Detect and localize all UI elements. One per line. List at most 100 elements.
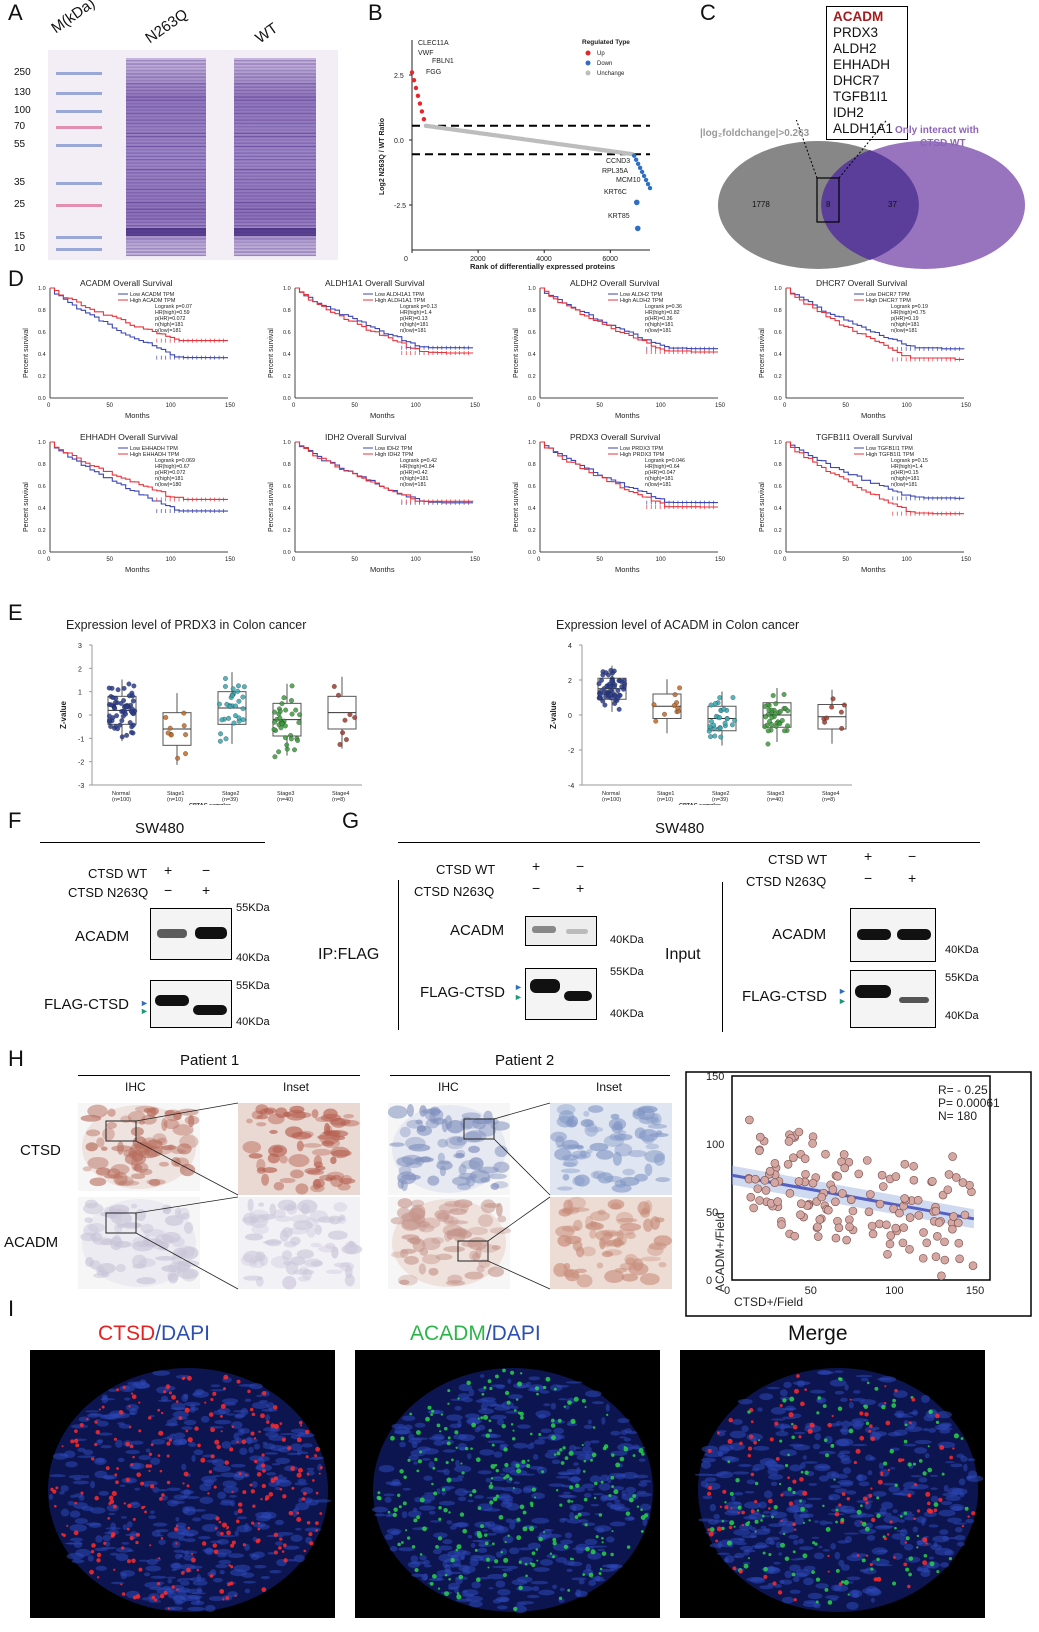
if-dapi bbox=[402, 1415, 416, 1421]
if-signal bbox=[719, 1505, 723, 1509]
if-dapi bbox=[199, 1496, 214, 1504]
ihc-texture bbox=[158, 1161, 170, 1167]
if-dapi bbox=[826, 1471, 840, 1480]
if-signal bbox=[741, 1510, 745, 1515]
expression-point bbox=[785, 708, 791, 714]
if-signal bbox=[536, 1392, 539, 1396]
ihc-texture bbox=[398, 1279, 410, 1285]
if-dapi bbox=[584, 1538, 598, 1546]
survival-xtick-label: 100 bbox=[411, 557, 422, 563]
survival-stat: n(high)=181 bbox=[645, 476, 673, 482]
expression-point bbox=[709, 719, 714, 724]
ihc-texture bbox=[293, 1269, 315, 1276]
expression-ytick-label: 4 bbox=[568, 643, 572, 650]
if-signal bbox=[213, 1549, 219, 1555]
survival-ylabel: Percent survival bbox=[268, 482, 275, 532]
if-signal bbox=[708, 1531, 714, 1537]
if-signal bbox=[175, 1524, 179, 1528]
if-dapi bbox=[704, 1451, 723, 1458]
if-dapi bbox=[939, 1529, 949, 1535]
ihc-texture bbox=[610, 1202, 622, 1210]
if-signal bbox=[760, 1519, 763, 1522]
if-dapi bbox=[475, 1398, 489, 1404]
survival-title: ALDH1A1 Overall Survival bbox=[325, 278, 425, 288]
gel-stripe bbox=[234, 205, 316, 207]
if-signal bbox=[724, 1505, 729, 1510]
ihc-texture bbox=[100, 1146, 108, 1151]
if-signal bbox=[536, 1559, 539, 1562]
expression-point bbox=[717, 695, 723, 701]
if-dapi bbox=[95, 1565, 108, 1571]
if-dapi bbox=[150, 1510, 155, 1515]
if-signal bbox=[855, 1448, 861, 1454]
if-signal bbox=[480, 1524, 484, 1529]
if-signal bbox=[812, 1541, 816, 1545]
gel-ladder-label: 15 bbox=[14, 231, 26, 242]
if-signal bbox=[560, 1461, 565, 1465]
if-dapi bbox=[903, 1543, 914, 1551]
if-signal bbox=[157, 1408, 161, 1412]
expression-group-label: Stage1 bbox=[657, 791, 674, 797]
expression-xlabel: CPTAC samples bbox=[679, 803, 721, 805]
if-signal bbox=[792, 1522, 796, 1527]
if-signal bbox=[904, 1423, 908, 1427]
rank-down-label: KRT85 bbox=[608, 213, 630, 220]
if-signal bbox=[231, 1540, 236, 1545]
if-dapi bbox=[423, 1492, 441, 1495]
if-signal bbox=[210, 1454, 215, 1459]
if-image-acadm bbox=[355, 1350, 660, 1618]
if-dapi bbox=[210, 1384, 221, 1388]
if-signal bbox=[905, 1536, 910, 1541]
scatter-point bbox=[953, 1218, 963, 1228]
expression-ytick-label: 2 bbox=[78, 666, 82, 673]
expression-point bbox=[167, 725, 173, 731]
expression-point bbox=[123, 704, 129, 710]
if-signal bbox=[416, 1515, 420, 1520]
gel-stripe bbox=[126, 248, 206, 250]
expression-point bbox=[708, 734, 713, 740]
if-signal bbox=[504, 1541, 507, 1544]
gel-stripe bbox=[126, 225, 206, 227]
ihc-texture bbox=[396, 1156, 415, 1167]
ihc-texture bbox=[404, 1255, 419, 1265]
gel-stripe bbox=[234, 102, 316, 105]
if-dapi bbox=[891, 1533, 906, 1540]
if-dapi bbox=[702, 1495, 713, 1500]
expression-point bbox=[598, 677, 604, 683]
if-dapi bbox=[553, 1427, 565, 1435]
if-dapi bbox=[775, 1541, 782, 1549]
survival-plot: DHCR7 Overall Survival0.00.20.40.60.81.0… bbox=[759, 278, 972, 420]
ihc-texture bbox=[480, 1199, 496, 1214]
if-dapi bbox=[600, 1474, 610, 1482]
rank-legend-label: Up bbox=[597, 51, 605, 57]
ihc-texture bbox=[487, 1266, 505, 1278]
if-dapi bbox=[306, 1467, 315, 1471]
if-dapi bbox=[950, 1463, 963, 1468]
gel-stripe bbox=[126, 86, 206, 88]
if-dapi bbox=[233, 1432, 240, 1441]
ihc-texture bbox=[87, 1104, 108, 1118]
expression-point bbox=[129, 729, 134, 735]
if-signal bbox=[860, 1504, 863, 1508]
if-dapi bbox=[261, 1511, 277, 1520]
if-dapi bbox=[870, 1597, 875, 1603]
scatter-point bbox=[951, 1173, 961, 1182]
rank-point bbox=[634, 225, 641, 232]
survival-legend-low: Low EHHADH TPM bbox=[130, 446, 178, 452]
if-dapi bbox=[929, 1474, 939, 1477]
if-signal bbox=[297, 1467, 303, 1473]
if-signal bbox=[815, 1600, 819, 1604]
if-signal bbox=[582, 1573, 586, 1577]
ihc-texture bbox=[455, 1149, 466, 1158]
expression-point bbox=[597, 695, 603, 701]
if-dapi bbox=[482, 1529, 488, 1532]
if-signal bbox=[835, 1569, 840, 1573]
if-signal bbox=[827, 1554, 830, 1558]
if-dapi bbox=[782, 1407, 797, 1411]
ihc-texture bbox=[464, 1271, 484, 1280]
if-signal bbox=[445, 1460, 449, 1465]
expression-point bbox=[777, 709, 783, 715]
if-signal bbox=[306, 1472, 310, 1476]
if-dapi bbox=[924, 1452, 930, 1459]
if-dapi bbox=[793, 1511, 798, 1520]
